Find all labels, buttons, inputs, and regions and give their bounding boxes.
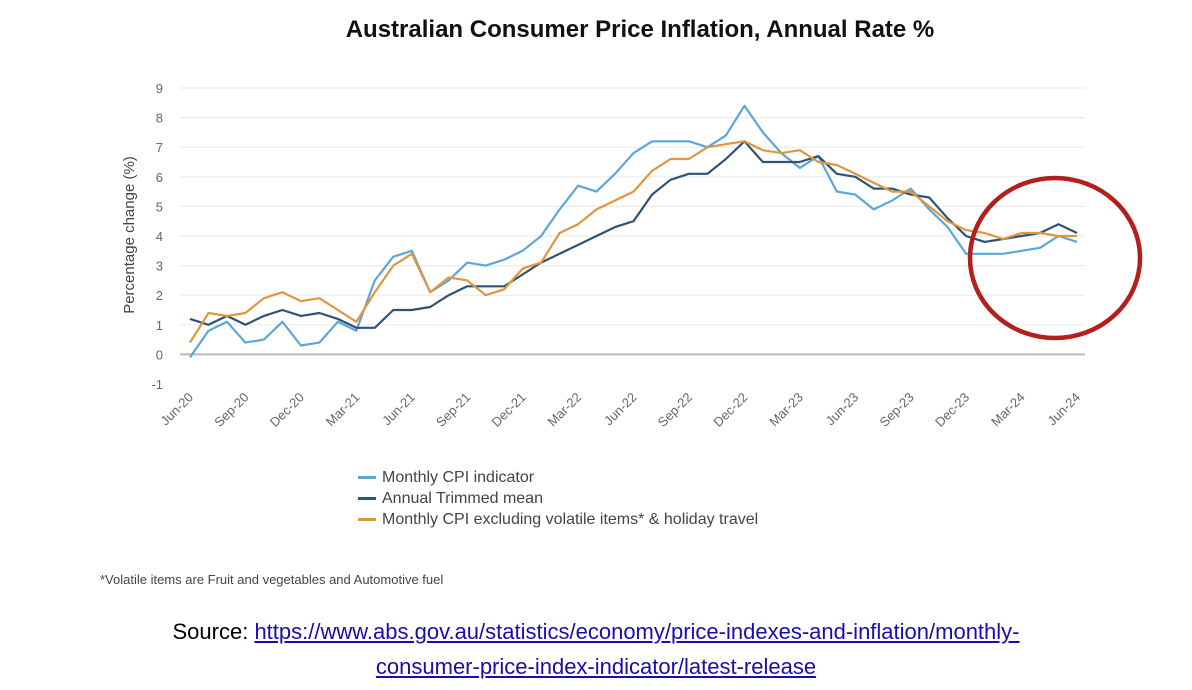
x-tick-label: Jun-23 bbox=[823, 390, 862, 429]
legend-label: Monthly CPI excluding volatile items* & … bbox=[382, 510, 759, 528]
y-tick-label: 8 bbox=[156, 111, 163, 126]
series-monthly-cpi-line bbox=[189, 104, 1078, 359]
series-cpi-excl-volatile-line bbox=[189, 140, 1077, 344]
legend-label: Monthly CPI indicator bbox=[382, 468, 535, 486]
y-tick-label: 5 bbox=[156, 199, 163, 214]
x-tick-label: Jun-20 bbox=[157, 390, 196, 429]
x-tick-label: Jun-21 bbox=[379, 390, 418, 429]
x-tick-label: Sep-23 bbox=[877, 390, 917, 430]
chart-title: Australian Consumer Price Inflation, Ann… bbox=[345, 16, 935, 43]
x-tick-label: Dec-21 bbox=[488, 390, 528, 430]
legend-label: Annual Trimmed mean bbox=[382, 489, 543, 507]
x-tick-label: Dec-20 bbox=[267, 390, 307, 430]
legend-item: Monthly CPI excluding volatile items* & … bbox=[358, 509, 758, 530]
series-trimmed-mean-line bbox=[189, 140, 1078, 329]
footnote: *Volatile items are Fruit and vegetables… bbox=[100, 572, 444, 587]
x-tick-label: Mar-21 bbox=[323, 390, 363, 430]
x-tick-label: Jun-22 bbox=[601, 390, 640, 429]
x-tick-label: Sep-21 bbox=[433, 390, 473, 430]
highlight-circle bbox=[967, 175, 1143, 341]
x-tick-label: Sep-20 bbox=[211, 390, 251, 430]
source-line-1: Source: https://www.abs.gov.au/statistic… bbox=[0, 619, 1192, 645]
chart: -1 0 1 2 3 4 5 6 7 8 9 Jun-20 Sep-20 Dec-20 Mar-21 Jun… bbox=[121, 81, 1143, 430]
y-tick-label: 0 bbox=[156, 347, 163, 362]
legend-item: Monthly CPI indicator bbox=[358, 467, 758, 488]
x-tick-label: Jun-24 bbox=[1044, 390, 1083, 429]
legend-swatch bbox=[358, 497, 376, 500]
y-tick-label: 4 bbox=[156, 229, 163, 244]
source-line-2: consumer-price-index-indicator/latest-re… bbox=[0, 654, 1192, 680]
y-tick-label: 6 bbox=[156, 170, 163, 185]
y-tick-label: 2 bbox=[156, 288, 163, 303]
y-tick-label: 3 bbox=[156, 259, 163, 274]
y-tick-label: 7 bbox=[156, 140, 163, 155]
x-tick-label: Dec-22 bbox=[710, 390, 750, 430]
x-tick-label: Mar-23 bbox=[766, 390, 806, 430]
source-label: Source: bbox=[172, 619, 249, 644]
y-tick-label: 9 bbox=[156, 81, 163, 96]
x-tick-label: Mar-22 bbox=[544, 390, 584, 430]
y-tick-label: 1 bbox=[156, 318, 163, 333]
source-link[interactable]: https://www.abs.gov.au/statistics/econom… bbox=[254, 619, 1020, 644]
legend-swatch bbox=[358, 518, 376, 521]
legend-item: Annual Trimmed mean bbox=[358, 488, 758, 509]
x-tick-label: Sep-22 bbox=[655, 390, 695, 430]
x-tick-label: Dec-23 bbox=[932, 390, 972, 430]
x-tick-label: Mar-24 bbox=[988, 390, 1028, 430]
source-link-continued[interactable]: consumer-price-index-indicator/latest-re… bbox=[375, 654, 817, 679]
legend: Monthly CPI indicator Annual Trimmed mea… bbox=[358, 467, 758, 530]
y-tick-label: -1 bbox=[151, 377, 163, 392]
legend-swatch bbox=[358, 476, 376, 479]
y-axis-label: Percentage change (%) bbox=[121, 156, 138, 314]
